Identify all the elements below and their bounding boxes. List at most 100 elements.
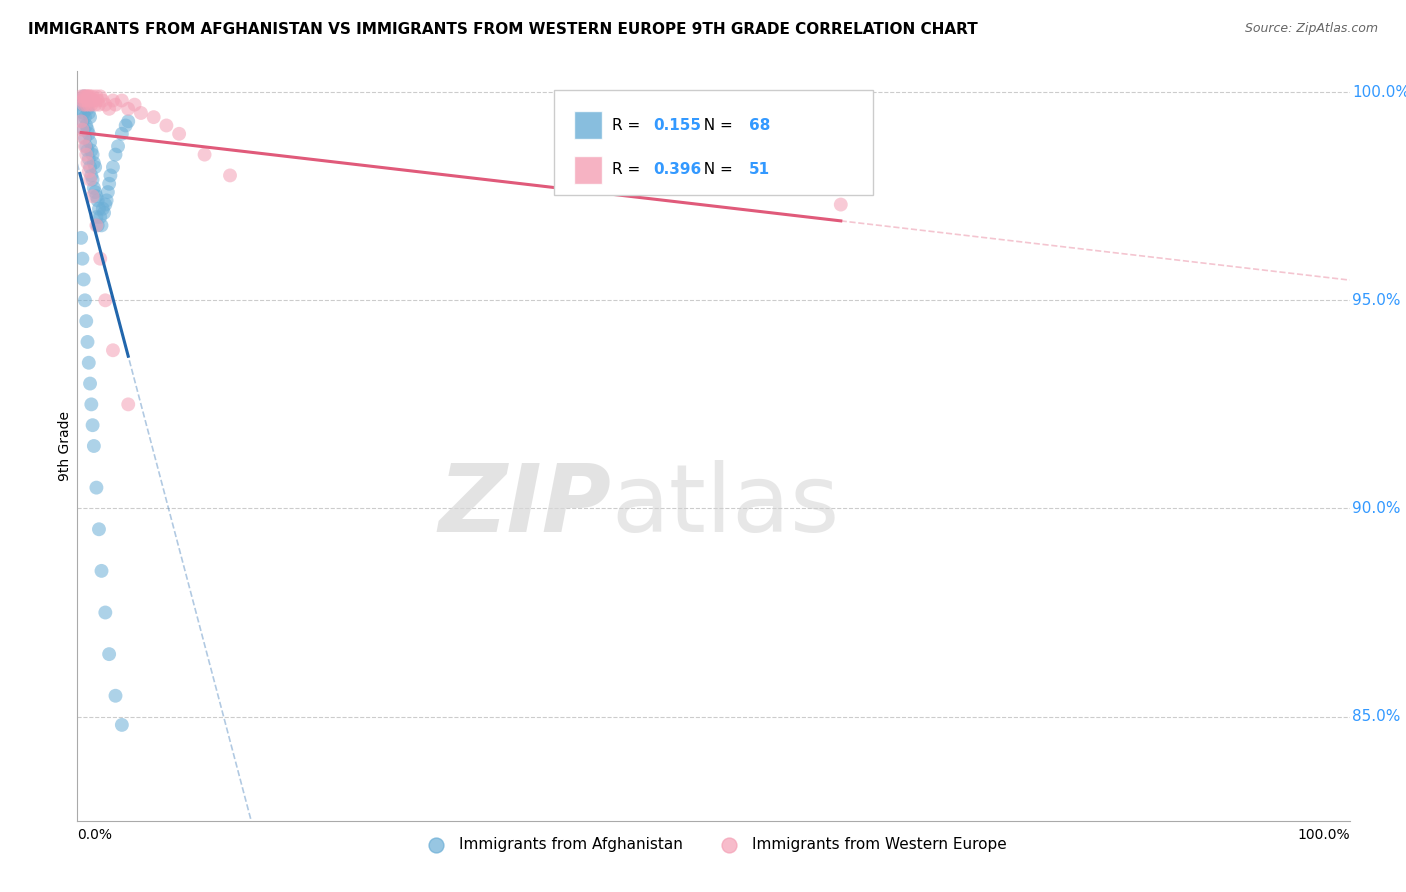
Point xyxy=(73,89,96,103)
Point xyxy=(219,169,242,183)
Point xyxy=(79,172,101,186)
Point xyxy=(98,647,121,661)
Point xyxy=(111,127,134,141)
Point xyxy=(129,106,152,120)
Text: atlas: atlas xyxy=(612,460,839,552)
Y-axis label: 9th Grade: 9th Grade xyxy=(58,411,72,481)
Point xyxy=(83,156,105,170)
Point xyxy=(86,189,108,203)
Point xyxy=(87,202,110,216)
Text: 0.155: 0.155 xyxy=(654,118,702,133)
Point xyxy=(90,219,112,233)
Point xyxy=(72,122,94,136)
Point xyxy=(86,194,108,208)
Point xyxy=(84,185,107,199)
Point xyxy=(73,293,96,308)
Point xyxy=(76,89,98,103)
Point xyxy=(72,114,94,128)
Point xyxy=(82,418,104,433)
Point xyxy=(117,102,139,116)
Point xyxy=(100,169,122,183)
Point xyxy=(91,202,114,216)
Point xyxy=(72,94,94,108)
Point xyxy=(90,564,112,578)
Point xyxy=(86,94,108,108)
Point xyxy=(72,252,94,266)
Point xyxy=(73,94,96,108)
Point xyxy=(86,89,108,103)
Text: 68: 68 xyxy=(749,118,770,133)
Text: ZIP: ZIP xyxy=(439,460,612,552)
Point xyxy=(70,102,93,116)
Point xyxy=(111,94,134,108)
Point xyxy=(83,439,105,453)
Point xyxy=(155,119,177,133)
Point xyxy=(69,94,91,108)
Point xyxy=(89,89,111,103)
Point xyxy=(94,197,117,211)
Point xyxy=(107,139,129,153)
Point xyxy=(101,343,124,358)
Point xyxy=(87,97,110,112)
Text: 90.0%: 90.0% xyxy=(1353,501,1400,516)
Point xyxy=(73,131,96,145)
Point xyxy=(77,89,100,103)
Text: N =: N = xyxy=(695,162,738,178)
Text: 51: 51 xyxy=(749,162,770,178)
Point xyxy=(79,160,101,174)
Point xyxy=(73,89,96,103)
Point xyxy=(73,89,96,103)
Point xyxy=(104,147,127,161)
Point xyxy=(80,397,103,411)
Point xyxy=(82,147,104,161)
Point xyxy=(75,139,97,153)
Point xyxy=(79,94,101,108)
Text: N =: N = xyxy=(695,118,738,133)
Point xyxy=(82,89,104,103)
Point xyxy=(114,119,136,133)
FancyBboxPatch shape xyxy=(554,90,873,195)
Point xyxy=(194,147,217,161)
Point xyxy=(830,197,852,211)
Text: 0.396: 0.396 xyxy=(654,162,702,178)
Point xyxy=(91,94,114,108)
Point xyxy=(75,147,97,161)
Text: R =: R = xyxy=(612,162,645,178)
Point xyxy=(73,97,96,112)
Point xyxy=(82,189,104,203)
Point xyxy=(96,194,118,208)
Text: R =: R = xyxy=(612,118,645,133)
Point xyxy=(86,210,108,224)
Point xyxy=(86,481,108,495)
Point xyxy=(79,376,101,391)
Point xyxy=(70,114,93,128)
Point xyxy=(83,94,105,108)
Text: 100.0%: 100.0% xyxy=(1298,828,1350,842)
Text: IMMIGRANTS FROM AFGHANISTAN VS IMMIGRANTS FROM WESTERN EUROPE 9TH GRADE CORRELAT: IMMIGRANTS FROM AFGHANISTAN VS IMMIGRANT… xyxy=(28,22,977,37)
Point xyxy=(70,89,93,103)
Point xyxy=(73,110,96,124)
Point xyxy=(167,127,190,141)
Point xyxy=(86,219,108,233)
Point xyxy=(75,97,97,112)
Point xyxy=(98,177,121,191)
Point xyxy=(75,97,97,112)
Point xyxy=(94,97,117,112)
Point xyxy=(117,397,139,411)
Point xyxy=(93,206,115,220)
Point xyxy=(117,114,139,128)
Text: 85.0%: 85.0% xyxy=(1353,709,1400,724)
Point xyxy=(76,156,98,170)
Point xyxy=(79,110,101,124)
Point xyxy=(87,522,110,536)
Point xyxy=(89,252,111,266)
Point xyxy=(70,231,93,245)
Point xyxy=(73,106,96,120)
Bar xyxy=(574,155,602,184)
Point xyxy=(101,160,124,174)
Point xyxy=(79,89,101,103)
Bar xyxy=(574,111,602,139)
Point xyxy=(86,219,108,233)
Point xyxy=(73,139,96,153)
Point xyxy=(80,144,103,158)
